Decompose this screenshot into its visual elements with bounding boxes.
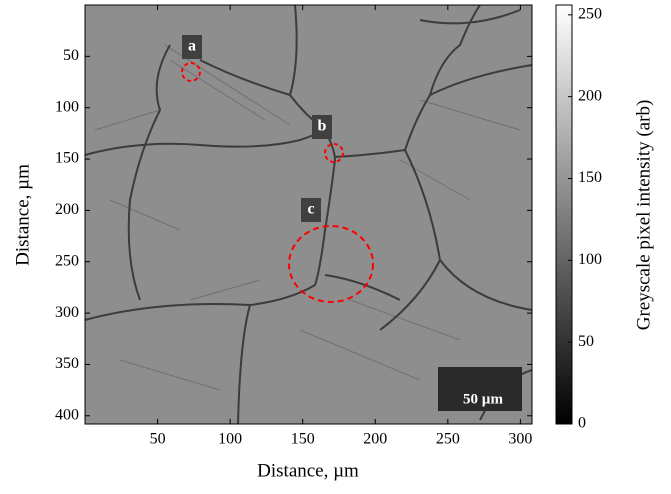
x-axis-label: Distance, µm — [257, 460, 359, 481]
y-axis-label: Distance, µm — [12, 164, 33, 266]
x-tick-label: 100 — [218, 431, 242, 448]
annotation-label: b — [318, 118, 327, 135]
plot-frame — [84, 4, 533, 425]
x-tick-label: 50 — [150, 431, 166, 448]
colorbar-tick-label: 100 — [578, 251, 602, 268]
colorbar — [555, 4, 573, 425]
y-tick-label: 250 — [55, 252, 79, 269]
colorbar-tick-label: 0 — [578, 415, 586, 432]
y-tick-label: 350 — [55, 355, 79, 372]
annotation-label: a — [188, 38, 196, 55]
scale-bar-label: 50 µm — [463, 391, 503, 407]
y-tick-label: 150 — [55, 150, 79, 167]
x-tick-label: 300 — [508, 431, 532, 448]
colorbar-tick-label: 150 — [578, 169, 602, 186]
y-tick-label: 100 — [55, 98, 79, 115]
annotation-b: b — [312, 115, 344, 163]
scale-bar: 50 µm — [438, 367, 522, 411]
colorbar-tick-label: 250 — [578, 5, 602, 22]
x-tick-label: 200 — [363, 431, 387, 448]
y-tick-label: 300 — [55, 304, 79, 321]
annotation-a: a — [181, 35, 202, 82]
annotation-c: c — [288, 198, 374, 303]
y-tick-label: 50 — [63, 47, 79, 64]
x-tick-label: 150 — [291, 431, 315, 448]
colorbar-tick-label: 200 — [578, 87, 602, 104]
y-tick-label: 400 — [55, 406, 79, 423]
colorbar-tick-label: 50 — [578, 333, 594, 350]
colorbar-label: Greyscale pixel intensity (arb) — [633, 100, 654, 331]
annotation-label: c — [307, 201, 314, 218]
y-tick-label: 200 — [55, 201, 79, 218]
x-tick-label: 250 — [436, 431, 460, 448]
